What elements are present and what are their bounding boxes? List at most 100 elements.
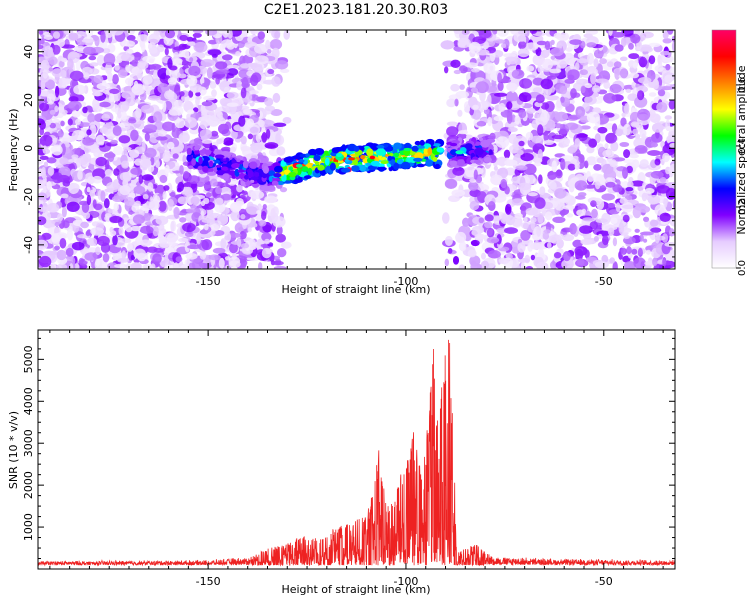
heatmap-cell — [220, 238, 227, 249]
heatmap-cell — [486, 227, 495, 238]
heatmap-cell — [452, 166, 465, 176]
heatmap-cell — [86, 129, 92, 136]
heatmap-cell — [38, 255, 52, 268]
heatmap-cell — [478, 217, 484, 224]
heatmap-cell — [593, 164, 602, 171]
heatmap-cell — [54, 245, 60, 251]
heatmap-cell — [605, 181, 616, 188]
heatmap-cell — [192, 32, 202, 38]
heatmap-cell — [620, 37, 627, 48]
heatmap-cell — [632, 128, 639, 135]
heatmap-cell — [552, 216, 566, 223]
heatmap-cell — [582, 217, 595, 222]
heatmap-cell — [273, 173, 282, 178]
heatmap-cell — [239, 172, 245, 179]
heatmap-cell — [83, 72, 90, 80]
heatmap-cell — [211, 89, 217, 98]
heatmap-cell — [190, 196, 200, 206]
heatmap-cell — [672, 199, 675, 209]
heatmap-cell — [199, 129, 212, 140]
heatmap-cell — [590, 200, 597, 208]
heatmap-cell — [155, 215, 169, 226]
heatmap-cell — [609, 159, 617, 168]
heatmap-cell — [517, 48, 530, 58]
heatmap-cell — [90, 121, 96, 129]
heatmap-cell — [59, 157, 69, 165]
heatmap-cell — [579, 69, 588, 76]
heatmap-cell — [648, 55, 656, 65]
heatmap-cell — [38, 85, 42, 97]
heatmap-cell — [602, 235, 609, 246]
heatmap-cell — [188, 165, 194, 170]
heatmap-cell — [604, 143, 609, 149]
heatmap-cell — [41, 232, 52, 240]
heatmap-cell — [91, 175, 103, 184]
heatmap-cell — [155, 136, 168, 141]
heatmap-cell — [442, 212, 450, 224]
heatmap-cell — [218, 123, 230, 135]
heatmap-cell — [273, 265, 287, 269]
heatmap-cell — [487, 250, 501, 259]
heatmap-cell — [425, 159, 433, 167]
heatmap-cell — [107, 151, 115, 163]
heatmap-cell — [276, 225, 283, 236]
heatmap-cell — [471, 109, 482, 120]
heatmap-cell — [267, 30, 272, 34]
heatmap-cell — [360, 155, 365, 160]
heatmap-cell — [48, 56, 58, 66]
heatmap-cell — [414, 140, 421, 146]
heatmap-cell — [51, 144, 63, 156]
heatmap-cell — [219, 44, 224, 52]
heatmap-cell — [179, 217, 187, 223]
heatmap-cell — [484, 221, 493, 229]
heatmap-cell — [534, 157, 543, 164]
heatmap-cell — [203, 197, 210, 205]
heatmap-cell — [666, 254, 674, 261]
heatmap-cell — [478, 137, 484, 141]
heatmap-cell — [449, 142, 458, 147]
heatmap-cell — [562, 251, 571, 262]
heatmap-cell — [639, 205, 651, 213]
heatmap-cell — [500, 178, 508, 189]
heatmap-cell — [526, 65, 535, 72]
heatmap-cell — [574, 138, 581, 147]
heatmap-cell — [605, 132, 617, 144]
heatmap-cell — [80, 221, 89, 229]
heatmap-cell — [157, 44, 165, 53]
heatmap-cell — [472, 104, 479, 110]
heatmap-cell — [578, 154, 585, 164]
heatmap-cell — [185, 252, 198, 260]
heatmap-x-tick-label: -50 — [595, 275, 613, 288]
heatmap-cell — [121, 160, 130, 169]
heatmap-cell — [280, 68, 290, 73]
heatmap-cell — [264, 142, 279, 149]
heatmap-cell — [46, 93, 56, 105]
heatmap-cell — [466, 134, 473, 139]
heatmap-cell — [272, 260, 284, 266]
heatmap-cell — [127, 78, 134, 87]
heatmap-cell — [125, 262, 132, 269]
heatmap-cell — [504, 227, 518, 234]
heatmap-cell — [262, 204, 267, 210]
heatmap-cell — [314, 161, 319, 166]
heatmap-cell — [82, 106, 88, 114]
heatmap-cell — [506, 112, 513, 124]
heatmap-cell — [57, 213, 64, 222]
heatmap-cell — [303, 175, 312, 180]
heatmap-cell — [96, 82, 111, 90]
heatmap-cell — [662, 257, 667, 267]
heatmap-cell — [164, 164, 170, 175]
heatmap-cell — [569, 39, 582, 45]
heatmap-cell — [236, 158, 241, 162]
heatmap-cell — [530, 242, 543, 250]
heatmap-cell — [503, 149, 511, 159]
heatmap-cell — [487, 94, 492, 106]
colorbar-label: Normalized spectral amplitude — [735, 65, 748, 234]
heatmap-cell — [556, 64, 561, 73]
heatmap-cell — [632, 62, 638, 69]
heatmap-cell — [81, 201, 90, 213]
heatmap-cell — [128, 118, 137, 124]
heatmap-cell — [662, 55, 674, 63]
heatmap-cell — [517, 35, 527, 42]
heatmap-cell — [629, 153, 639, 159]
